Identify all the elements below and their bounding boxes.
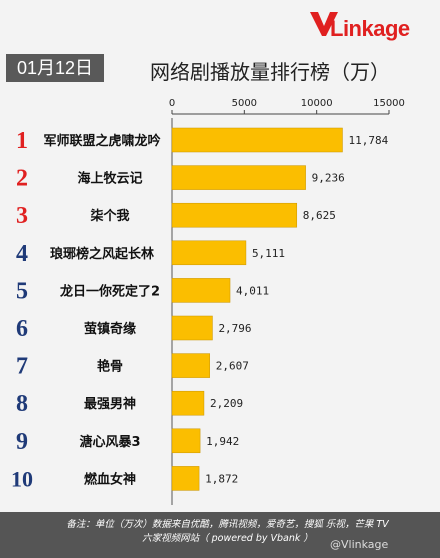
rank-number: 7 — [16, 354, 28, 380]
rank-number: 9 — [16, 429, 28, 455]
bar — [171, 353, 210, 378]
category-label: 柒个我 — [89, 208, 129, 224]
rank-number: 8 — [16, 391, 28, 417]
bar — [171, 428, 201, 454]
category-label: 军师联盟之虎啸龙吟 — [43, 133, 160, 149]
category-label: 琅琊榜之风起长林 — [50, 246, 154, 262]
category-label: 海上牧云记 — [77, 171, 142, 187]
bar — [171, 127, 343, 153]
value-label: 4,011 — [236, 284, 269, 297]
value-label: 2,607 — [216, 360, 249, 373]
category-label: 艳骨 — [97, 359, 123, 375]
value-label: 8,625 — [303, 209, 336, 222]
category-label: 燃血女神 — [84, 471, 136, 487]
x-axis-tick-label: 0 — [169, 98, 175, 109]
bar-chart: 0 5000 10000 15000 1 军师联盟之虎啸龙吟 11,784 2 海上牧云记 9,2… — [11, 98, 405, 505]
bar — [171, 390, 205, 416]
value-label: 2,796 — [218, 322, 251, 335]
rank-number: 2 — [16, 166, 28, 192]
rank-number: 4 — [16, 241, 28, 267]
category-label: 萤镇奇缘 — [84, 321, 136, 337]
bar — [171, 315, 213, 341]
footer-bar — [0, 512, 440, 558]
value-label: 5,111 — [252, 247, 285, 260]
category-label: 最强男神 — [84, 396, 136, 412]
footer-note-line1: 备注：单位（万次）数据来自优酷，腾讯视频，爱奇艺，搜狐 乐视，芒果 TV — [66, 519, 389, 530]
rank-number: 3 — [16, 203, 28, 229]
footer-note: 备注：单位（万次）数据来自优酷，腾讯视频，爱奇艺，搜狐 乐视，芒果 TV 六家视… — [55, 518, 400, 546]
value-label: 9,236 — [312, 172, 345, 185]
bar — [171, 466, 200, 491]
rank-number: 5 — [16, 278, 28, 304]
value-label: 11,784 — [348, 134, 388, 147]
x-axis-tick-label: 15000 — [373, 98, 405, 109]
vlinkage-logo-icon — [310, 12, 338, 36]
watermark: @Vlinkage — [330, 538, 389, 551]
x-axis-tick-label: 10000 — [301, 98, 333, 109]
bar — [171, 278, 231, 303]
bar — [171, 240, 247, 266]
date-badge: 01月12日 — [6, 54, 104, 82]
bar — [171, 202, 298, 228]
category-label: 溏心风暴3 — [79, 434, 140, 450]
x-axis-tick-label: 5000 — [232, 98, 257, 109]
rank-number: 6 — [16, 316, 28, 342]
chart-title: 网络剧播放量排行榜（万） — [150, 60, 390, 84]
rank-number: 10 — [11, 466, 33, 491]
brand-logo-text: Linkage — [330, 16, 410, 41]
bar — [171, 165, 306, 190]
brand-logo: Linkage — [308, 8, 418, 44]
footer-note-line2: 六家视频网站（ powered by Vbank ） — [142, 533, 313, 544]
value-label: 2,209 — [210, 397, 243, 410]
value-label: 1,942 — [206, 435, 239, 448]
rank-number: 1 — [16, 128, 28, 154]
value-label: 1,872 — [205, 472, 238, 485]
category-label: 龙日一你死定了2 — [60, 283, 160, 299]
